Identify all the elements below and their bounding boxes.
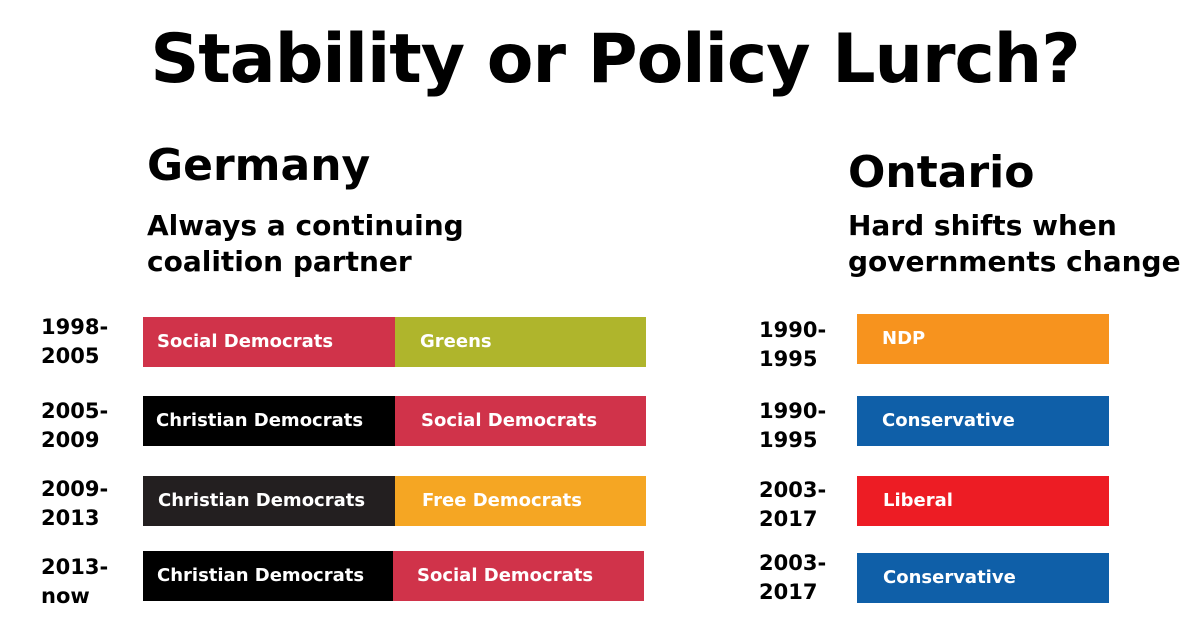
ontario-row-4-party: Conservative — [857, 553, 1109, 603]
ontario-subtitle-line1: Hard shifts when — [848, 209, 1117, 242]
year-start: 2003- — [759, 478, 827, 502]
germany-heading: Germany — [147, 140, 371, 191]
year-start: 1998- — [41, 315, 109, 339]
ontario-row-4-years: 2003- 2017 — [759, 549, 826, 607]
ontario-heading: Ontario — [848, 147, 1035, 198]
ontario-subtitle: Hard shifts when governments change — [848, 208, 1181, 280]
year-start: 2013- — [41, 555, 109, 579]
germany-row-3-party-1: Christian Democrats — [143, 476, 395, 526]
year-start: 2009- — [41, 477, 109, 501]
germany-row-1-party-2: Greens — [395, 317, 646, 367]
germany-row-4-party-2: Social Democrats — [393, 551, 644, 601]
germany-row-2-party-2: Social Democrats — [395, 396, 646, 446]
germany-row-3-party-2: Free Democrats — [395, 476, 646, 526]
germany-row-2-party-1: Christian Democrats — [143, 396, 395, 446]
ontario-row-3-party: Liberal — [857, 476, 1109, 526]
germany-subtitle: Always a continuing coalition partner — [147, 208, 464, 280]
year-start: 1990- — [759, 399, 827, 423]
germany-row-1-years: 1998- 2005 — [41, 313, 108, 371]
page-title: Stability or Policy Lurch? — [150, 20, 1080, 99]
year-start: 1990- — [759, 318, 827, 342]
year-end: 1995 — [759, 428, 818, 452]
year-end: 2017 — [759, 580, 818, 604]
germany-subtitle-line2: coalition partner — [147, 245, 412, 278]
ontario-row-2-years: 1990- 1995 — [759, 397, 826, 455]
germany-row-3-years: 2009- 2013 — [41, 475, 108, 533]
germany-subtitle-line1: Always a continuing — [147, 209, 464, 242]
year-end: 1995 — [759, 347, 818, 371]
year-end: now — [41, 584, 90, 608]
year-start: 2003- — [759, 551, 827, 575]
germany-row-1-party-1: Social Democrats — [143, 317, 395, 367]
year-end: 2005 — [41, 344, 100, 368]
year-start: 2005- — [41, 399, 109, 423]
ontario-row-3-years: 2003- 2017 — [759, 476, 826, 534]
year-end: 2013 — [41, 506, 100, 530]
year-end: 2009 — [41, 428, 100, 452]
germany-row-4-party-1: Christian Democrats — [143, 551, 393, 601]
germany-row-4-years: 2013- now — [41, 553, 108, 611]
ontario-row-2-party: Conservative — [857, 396, 1109, 446]
ontario-row-1-party: NDP — [857, 314, 1109, 364]
ontario-row-1-years: 1990- 1995 — [759, 316, 826, 374]
year-end: 2017 — [759, 507, 818, 531]
ontario-subtitle-line2: governments change — [848, 245, 1181, 278]
germany-row-2-years: 2005- 2009 — [41, 397, 108, 455]
